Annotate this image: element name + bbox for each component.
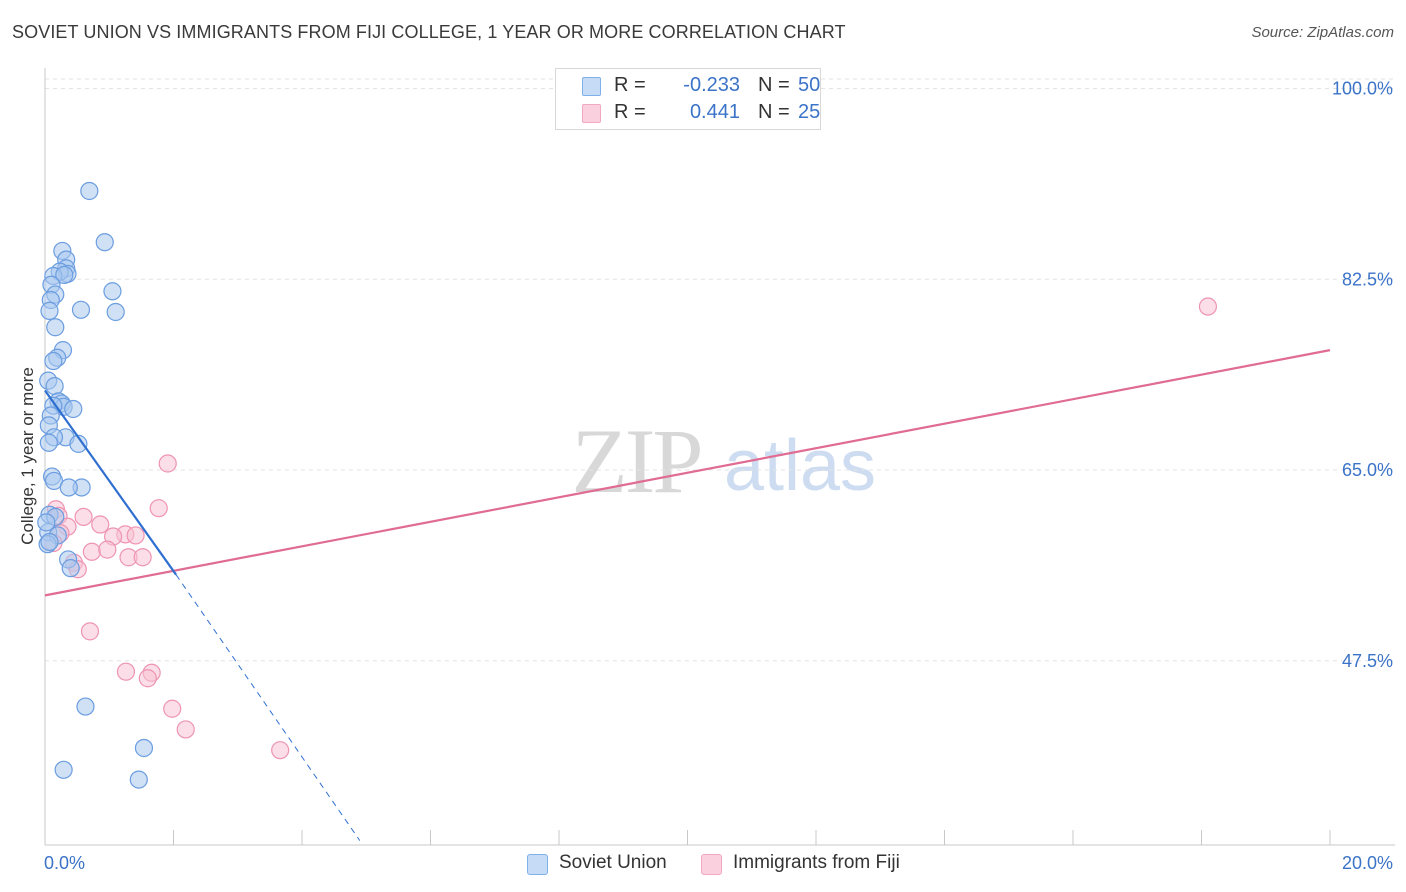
r-label: R = (614, 74, 646, 96)
fiji-point (82, 542, 102, 561)
n-label: N = (758, 74, 790, 96)
fiji-point (133, 548, 152, 567)
fiji-swatch (582, 104, 601, 123)
soviet-union-point (55, 265, 74, 285)
fiji-trendline (44, 349, 1331, 597)
soviet-union-point (46, 318, 65, 337)
y-tick-label: 47.5% (1342, 651, 1393, 671)
fiji-point (98, 540, 117, 559)
soviet-union-point (134, 738, 154, 758)
soviet-union-point (40, 532, 59, 552)
watermark-zip: ZIP (572, 410, 701, 512)
soviet-union-legend-swatch (527, 854, 548, 875)
fiji-point (116, 662, 136, 681)
soviet-union-point (54, 760, 73, 779)
y-axis-label: College, 1 year or more (18, 367, 37, 545)
trendlines (44, 349, 1331, 841)
fiji-points (44, 297, 1218, 760)
soviet-union-swatch (582, 77, 601, 96)
soviet-union-trendline (44, 389, 177, 576)
soviet-union-point (76, 697, 95, 716)
soviet-union-point (45, 377, 64, 396)
x-tick-labels: 0.0% 20.0% (44, 853, 1393, 873)
fiji-point (176, 720, 195, 739)
watermark: ZIP atlas (572, 410, 877, 512)
legend-label-fiji: Immigrants from Fiji (733, 852, 900, 873)
chart-source: Source: ZipAtlas.com (1251, 24, 1394, 41)
soviet-union-point (69, 434, 88, 453)
fiji-point (158, 454, 177, 473)
y-tick-label: 100.0% (1332, 79, 1393, 99)
fiji-point (80, 622, 100, 641)
soviet-union-point (37, 513, 56, 532)
x-tick-label: 20.0% (1342, 853, 1393, 873)
gridlines (45, 78, 1395, 662)
soviet-union-point (71, 300, 91, 319)
soviet-union-point (80, 181, 99, 201)
soviet-union-trendline-extension (175, 574, 361, 841)
watermark-atlas: atlas (724, 426, 876, 506)
y-tick-label: 82.5% (1342, 269, 1393, 289)
r-value: 0.441 (689, 101, 740, 123)
soviet-union-point (44, 351, 63, 371)
soviet-union-point (39, 433, 58, 452)
soviet-union-point (106, 302, 125, 322)
fiji-point (91, 515, 110, 534)
n-value: 25 (798, 101, 821, 123)
n-label: N = (758, 101, 790, 123)
soviet-union-point (61, 559, 80, 578)
stats-legend: R = -0.233 N = 50 R = 0.441 N = 25 (555, 68, 821, 130)
x-tick-label: 0.0% (44, 853, 85, 873)
soviet-union-point (40, 301, 59, 320)
fiji-point (126, 526, 145, 545)
soviet-union-point (95, 233, 114, 252)
fiji-legend-swatch (701, 854, 722, 875)
n-value: 50 (798, 74, 821, 96)
y-tick-labels: 47.5% 65.0% 82.5% 100.0% (1332, 79, 1393, 671)
fiji-point (74, 507, 93, 527)
fiji-point (149, 499, 168, 518)
legend-label-soviet-union: Soviet Union (559, 852, 667, 873)
fiji-point (1198, 297, 1218, 316)
soviet-union-point (64, 399, 83, 419)
soviet-union-point (129, 770, 148, 789)
soviet-union-point (103, 282, 122, 301)
soviet-union-points (37, 181, 154, 789)
y-tick-label: 65.0% (1342, 460, 1393, 480)
soviet-union-point (59, 478, 78, 497)
r-value: -0.233 (683, 74, 740, 96)
fiji-point (163, 699, 182, 718)
chart-title: SOVIET UNION VS IMMIGRANTS FROM FIJI COL… (12, 22, 846, 42)
axes (44, 68, 1395, 846)
r-label: R = (614, 101, 646, 123)
series-legend: Soviet Union Immigrants from Fiji (0, 851, 1406, 877)
fiji-point (271, 741, 290, 760)
fiji-point (138, 669, 157, 688)
